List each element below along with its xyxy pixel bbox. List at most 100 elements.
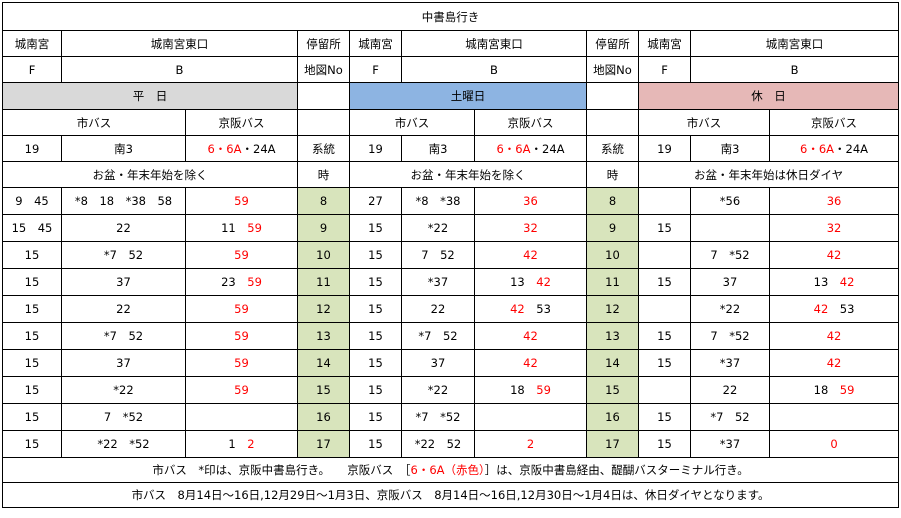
operator-keihan-bus: 京阪バス [185, 109, 298, 136]
times-keihan: 36 [474, 187, 587, 215]
times-keihan: 18 59 [474, 376, 587, 404]
times-route-19: 15 [2, 268, 62, 296]
times-route-19: 15 [349, 214, 402, 242]
times-keihan: 59 [185, 349, 298, 377]
map-label: 地図No [297, 56, 350, 83]
route-keihan-red: 6・6A [207, 141, 242, 156]
time-keihan-red: 42 [826, 356, 842, 370]
spacer [236, 437, 248, 451]
blank-cell [586, 82, 639, 110]
footnote-1: 市バス *印は、京阪中書島行き。 京阪バス ［6・6A（赤色）］は、京阪中書島経… [1, 457, 900, 483]
times-route-minami3: *8 18 *38 58 [61, 187, 186, 215]
times-keihan: 36 [768, 187, 900, 215]
times-route-minami3: 22 [401, 295, 475, 323]
times-route-19: 15 [349, 322, 402, 350]
route-keihan-red: 6・6A [800, 141, 835, 156]
time-keihan-black: 1 [228, 437, 236, 451]
time-keihan-red: 59 [536, 383, 551, 397]
time-keihan-red: 59 [234, 356, 249, 370]
times-route-minami3: 37 [401, 349, 475, 377]
time-keihan-red: 42 [826, 248, 842, 262]
route-19: 19 [349, 135, 402, 162]
times-keihan: 42 [474, 349, 587, 377]
time-keihan-red: 42 [826, 329, 842, 343]
hour-cell: 16 [297, 403, 350, 431]
route-keihan: 6・6A・24A [768, 135, 900, 162]
times-route-minami3: *8 *38 [401, 187, 475, 215]
time-keihan-black: 53 [536, 302, 551, 316]
time-keihan-black: 13 [813, 275, 829, 289]
hour-cell: 15 [297, 376, 350, 404]
spacer [828, 275, 840, 289]
time-keihan-red: 42 [839, 275, 855, 289]
stop-name-b: 城南宮東口 [61, 30, 298, 57]
spacer [828, 302, 840, 316]
times-route-19: 15 [2, 403, 62, 431]
times-route-minami3: *22 [401, 214, 475, 242]
times-route-19 [638, 187, 691, 215]
operator-keihan-bus: 京阪バス [474, 109, 587, 136]
time-keihan-red: 59 [234, 329, 249, 343]
times-route-minami3 [690, 214, 770, 242]
time-keihan-red: 32 [523, 221, 538, 235]
times-route-minami3: *37 [690, 349, 770, 377]
spacer [525, 383, 537, 397]
spacer [828, 383, 840, 397]
map-no-a: F [2, 56, 62, 83]
route-keihan-red: 6・6A [496, 141, 531, 156]
times-keihan [185, 403, 298, 431]
day-type-band: 平 日 [2, 82, 298, 110]
hour-cell: 12 [297, 295, 350, 323]
time-keihan-red: 59 [247, 221, 262, 235]
hour-cell: 15 [586, 376, 639, 404]
time-keihan-red: 2 [526, 437, 535, 451]
times-route-19 [638, 241, 691, 269]
times-route-minami3: *22 *52 [61, 430, 186, 458]
times-route-minami3: 37 [61, 268, 186, 296]
times-keihan: 13 42 [474, 268, 587, 296]
hour-label: 時 [586, 161, 639, 188]
section-note: お盆・年末年始を除く [2, 161, 298, 188]
time-keihan-black: 13 [510, 275, 525, 289]
route-minami3: 南3 [61, 135, 186, 162]
hour-label: 時 [297, 161, 350, 188]
time-keihan-black: 18 [813, 383, 829, 397]
day-type-band: 土曜日 [349, 82, 587, 110]
time-keihan-red: 59 [247, 275, 262, 289]
operator-city-bus: 市バス [349, 109, 475, 136]
time-keihan-red: 32 [826, 221, 842, 235]
time-keihan-red: 59 [234, 194, 249, 208]
stop-label: 停留所 [297, 30, 350, 57]
hour-cell: 13 [586, 322, 639, 350]
times-keihan: 11 59 [185, 214, 298, 242]
times-route-19: 15 [2, 295, 62, 323]
times-route-minami3: *22 [61, 376, 186, 404]
time-keihan-red: 42 [536, 275, 551, 289]
times-route-19: 15 [349, 241, 402, 269]
route-keihan-black: ・24A [241, 141, 276, 156]
hour-cell: 9 [586, 214, 639, 242]
blank-cell [297, 82, 350, 110]
map-label: 地図No [586, 56, 639, 83]
time-keihan-red: 42 [510, 302, 525, 316]
times-route-19: 15 [2, 322, 62, 350]
time-keihan-red: 59 [234, 248, 249, 262]
times-keihan: 13 42 [768, 268, 900, 296]
times-route-19: 15 [2, 430, 62, 458]
times-keihan [474, 403, 587, 431]
times-route-minami3: 7 *52 [61, 403, 186, 431]
times-route-minami3: *7 52 [401, 322, 475, 350]
spacer [525, 302, 537, 316]
times-route-19: 15 [2, 376, 62, 404]
route-minami3: 南3 [401, 135, 475, 162]
times-route-minami3: 22 [61, 214, 186, 242]
time-keihan-red: 42 [523, 356, 538, 370]
map-no-b: B [689, 56, 900, 83]
hour-cell: 14 [586, 349, 639, 377]
stop-name-a: 城南宮 [2, 30, 62, 57]
bus-timetable: 中書島行き 城南宮 城南宮東口 停留所 城南宮 城南宮東口 停留所 城南宮 城南宮東口 F B 地図… [1, 2, 900, 508]
spacer [236, 275, 248, 289]
times-route-19: 15 [349, 376, 402, 404]
times-route-19: 27 [349, 187, 402, 215]
times-route-19: 15 [638, 322, 691, 350]
